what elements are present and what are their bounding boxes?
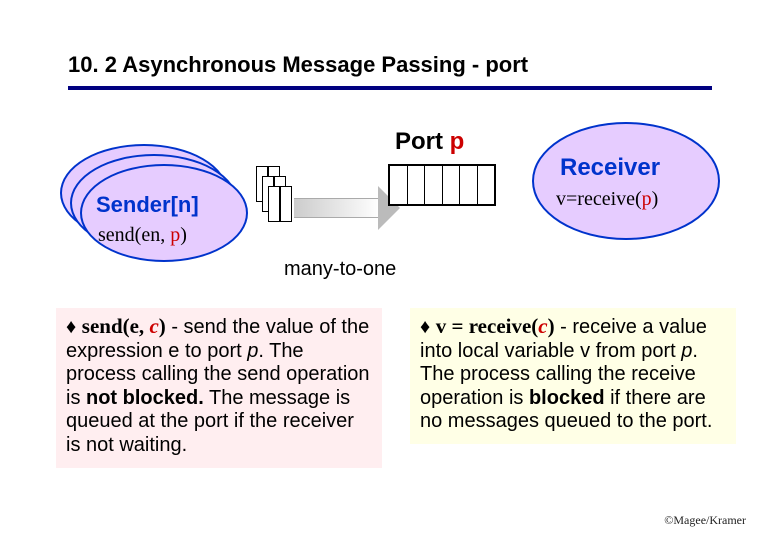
- port-box: [388, 164, 496, 206]
- many-to-one-label: many-to-one: [284, 258, 396, 281]
- port-label: Port p: [395, 128, 464, 156]
- page-title: 10. 2 Asynchronous Message Passing - por…: [68, 52, 528, 78]
- sender-sub: send(en, p): [98, 224, 187, 247]
- title-rule: [68, 86, 712, 90]
- send-description: ♦ send(e, c) - send the value of the exp…: [56, 308, 382, 468]
- sender-label: Sender[n]: [96, 192, 199, 218]
- buffer-cell: [280, 186, 292, 222]
- footer-credit: ©Magee/Kramer: [664, 513, 746, 528]
- buffer-cell: [268, 186, 280, 222]
- receiver-sub: v=receive(p): [556, 188, 658, 211]
- receive-description: ♦ v = receive(c) - receive a value into …: [410, 308, 736, 444]
- arrow-body: [294, 198, 380, 218]
- receiver-label: Receiver: [560, 154, 660, 182]
